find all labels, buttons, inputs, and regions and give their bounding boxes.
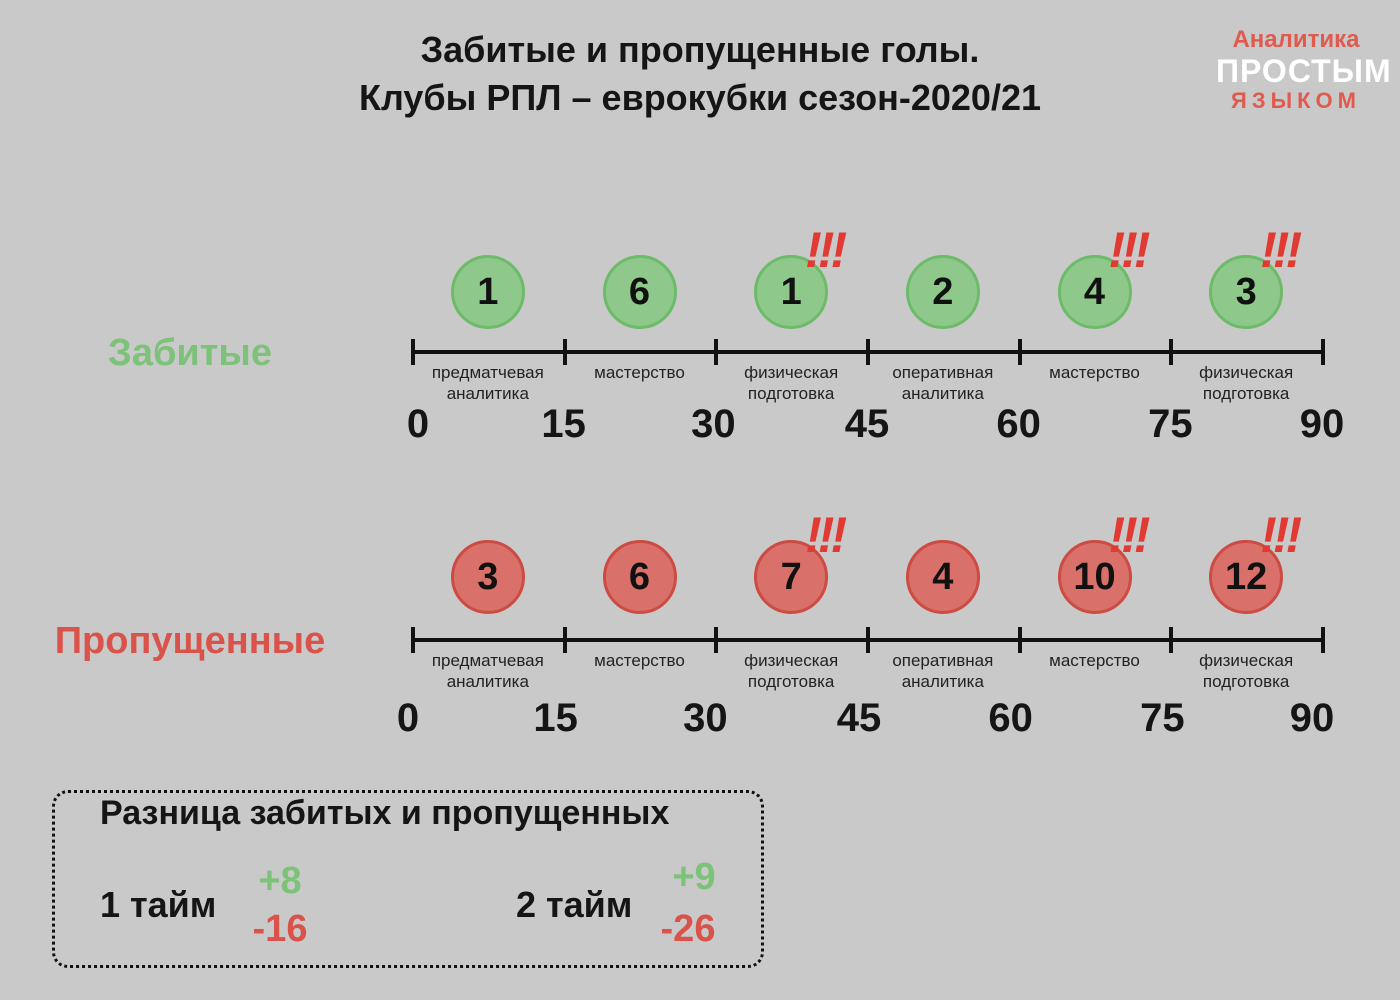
- scored-phase-line: оперативная: [892, 363, 994, 382]
- scored-phase-line: мастерство: [1049, 363, 1140, 382]
- scored-alert-mark: !!!: [1260, 222, 1302, 278]
- conceded-phase-label: физическая подготовка: [1171, 650, 1321, 692]
- scored-phase-line: физическая: [1199, 363, 1294, 382]
- difference-box: [52, 790, 764, 968]
- scored-phase-label: физическая подготовка: [716, 362, 866, 404]
- title-line-2: Клубы РПЛ – еврокубки сезон-2020/21: [359, 77, 1041, 118]
- conceded-row-label: Пропущенные: [54, 620, 326, 662]
- scored-goal-count: 4: [1057, 255, 1132, 329]
- scored-phase-line: предматчевая: [431, 363, 544, 382]
- conceded-tick-label: 75: [1140, 696, 1185, 740]
- half-2-minus: -26: [660, 908, 716, 950]
- scored-phase-label: мастерство: [1020, 362, 1170, 383]
- scored-tick-label: 45: [844, 402, 890, 446]
- conceded-phase-line: мастерство: [1049, 651, 1140, 670]
- scored-alert-mark: !!!: [805, 222, 847, 278]
- scored-tick-label: 60: [996, 402, 1041, 446]
- conceded-alert-mark: !!!: [1260, 507, 1302, 563]
- conceded-tick-label: 30: [683, 696, 728, 740]
- scored-phase-line: аналитика: [446, 384, 529, 403]
- conceded-phase-label: предматчевая аналитика: [413, 650, 563, 692]
- conceded-alert-mark: !!!: [1108, 507, 1151, 563]
- conceded-phase-label: мастерство: [1020, 650, 1170, 671]
- half-1-plus: +8: [258, 860, 302, 902]
- half-2-plus: +9: [672, 856, 716, 898]
- logo-line-1: Аналитика: [1232, 26, 1360, 53]
- conceded-goal-count: 4: [905, 540, 980, 614]
- scored-phase-line: физическая: [744, 363, 839, 382]
- logo-line-3: ЯЗЫКОМ: [1231, 88, 1361, 113]
- conceded-tick-label: 0: [396, 696, 420, 740]
- conceded-tick-label: 60: [988, 696, 1033, 740]
- scored-tick-label: 75: [1148, 402, 1193, 446]
- scored-phase-line: мастерство: [594, 363, 685, 382]
- scored-tick-label: 0: [406, 402, 430, 446]
- conceded-phase-label: физическая подготовка: [716, 650, 866, 692]
- conceded-phase-label: мастерство: [565, 650, 715, 671]
- scored-phase-line: подготовка: [747, 384, 835, 403]
- difference-title: Разница забитых и пропущенных: [100, 794, 670, 832]
- half-1-label: 1 тайм: [100, 884, 217, 925]
- conceded-phase-line: мастерство: [594, 651, 685, 670]
- conceded-goal-count: 12: [1209, 540, 1284, 614]
- conceded-phase-line: аналитика: [901, 672, 984, 691]
- conceded-phase-line: физическая: [744, 651, 839, 670]
- conceded-axis-tick: [714, 627, 719, 653]
- scored-goal-count: 1: [754, 255, 829, 329]
- scored-goal-count: 1: [450, 255, 525, 329]
- scored-axis-tick: [866, 339, 870, 365]
- scored-phase-label: физическая подготовка: [1171, 362, 1321, 404]
- half-1-minus: -16: [252, 908, 308, 950]
- scored-phase-label: предматчевая аналитика: [413, 362, 563, 404]
- scored-goal-count: 6: [602, 255, 677, 329]
- scored-tick-label: 30: [691, 402, 736, 446]
- conceded-goal-count: 7: [754, 540, 829, 614]
- scored-phase-label: оперативная аналитика: [868, 362, 1018, 404]
- scored-axis-tick: [1321, 339, 1325, 365]
- conceded-axis-tick: [866, 627, 870, 653]
- scored-axis-tick: [562, 339, 567, 365]
- conceded-goal-count: 6: [602, 540, 677, 614]
- scored-axis-tick: [1017, 339, 1022, 365]
- conceded-tick-label: 45: [836, 696, 882, 740]
- scored-tick-label: 15: [541, 402, 586, 446]
- scored-axis-tick: [714, 339, 719, 365]
- scored-axis-tick: [411, 339, 415, 365]
- conceded-phase-line: подготовка: [1202, 672, 1290, 691]
- conceded-phase-label: оперативная аналитика: [868, 650, 1018, 692]
- conceded-phase-line: физическая: [1199, 651, 1294, 670]
- conceded-goal-count: 10: [1057, 540, 1132, 614]
- conceded-phase-line: аналитика: [446, 672, 529, 691]
- scored-tick-label: 90: [1299, 402, 1345, 446]
- scored-phase-label: мастерство: [565, 362, 715, 383]
- conceded-axis-tick: [1017, 627, 1022, 653]
- title-line-1: Забитые и пропущенные голы.: [420, 29, 980, 70]
- conceded-tick-label: 90: [1289, 696, 1335, 740]
- scored-goal-count: 3: [1209, 255, 1284, 329]
- conceded-tick-label: 15: [533, 696, 578, 740]
- scored-alert-mark: !!!: [1108, 222, 1151, 278]
- conceded-goal-count: 3: [450, 540, 525, 614]
- conceded-axis-tick: [1169, 627, 1174, 653]
- scored-axis-tick: [1169, 339, 1174, 365]
- scored-phase-line: подготовка: [1202, 384, 1290, 403]
- scored-goal-count: 2: [905, 255, 980, 329]
- scored-row-label: Забитые: [108, 332, 272, 374]
- conceded-axis-tick: [562, 627, 567, 653]
- conceded-phase-line: подготовка: [747, 672, 835, 691]
- conceded-phase-line: оперативная: [892, 651, 994, 670]
- conceded-axis-tick: [1321, 627, 1325, 653]
- half-2-label: 2 тайм: [516, 884, 633, 925]
- conceded-phase-line: предматчевая: [431, 651, 544, 670]
- logo: Аналитика ПРОСТЫМ ЯЗЫКОМ: [1216, 26, 1392, 114]
- conceded-alert-mark: !!!: [805, 507, 847, 563]
- scored-phase-line: аналитика: [901, 384, 984, 403]
- logo-line-2: ПРОСТЫМ: [1216, 53, 1392, 89]
- conceded-axis-tick: [411, 627, 415, 653]
